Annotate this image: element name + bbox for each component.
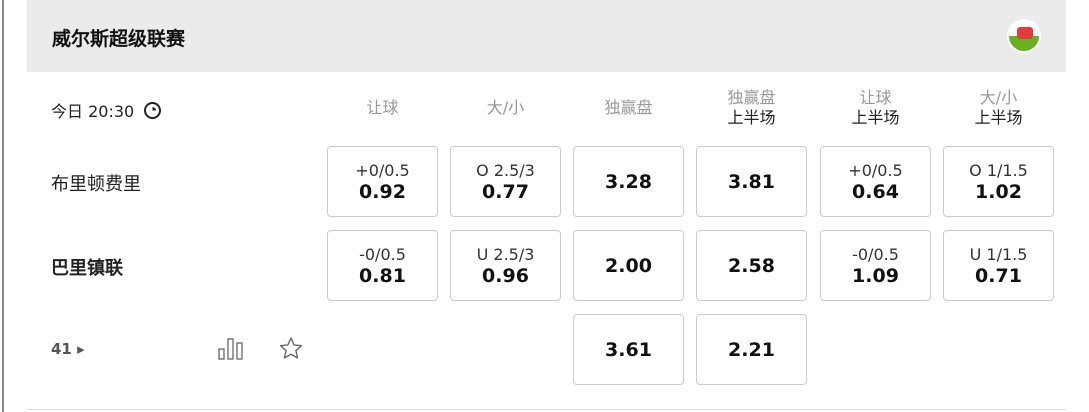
favorite-star-icon[interactable] — [278, 336, 304, 361]
team-name: 布里顿费里 — [51, 174, 141, 195]
odds-value: 3.81 — [728, 170, 775, 193]
odds-value: 1.02 — [975, 180, 1022, 203]
odds-button[interactable]: +0/0.5 0.92 — [327, 146, 438, 217]
odds-button[interactable]: +0/0.5 0.64 — [820, 146, 931, 217]
left-border — [2, 0, 4, 412]
odds-value: 0.96 — [482, 264, 529, 287]
odds-value: 2.00 — [605, 254, 652, 277]
odds-button[interactable]: O 1/1.5 1.02 — [943, 146, 1054, 217]
match-time: 今日 20:30 — [51, 98, 162, 122]
column-header-label: 独赢盘 — [604, 98, 653, 117]
league-title: 威尔斯超级联赛 — [52, 28, 186, 50]
team-name: 巴里镇联 — [51, 258, 123, 279]
odds-value: 0.71 — [975, 264, 1022, 287]
odds-button[interactable]: 3.81 — [696, 146, 807, 217]
odds-line: +0/0.5 — [355, 160, 410, 180]
odds-value: 3.61 — [605, 338, 652, 361]
divider — [27, 409, 1066, 410]
odds-value: 0.77 — [482, 180, 529, 203]
column-header: 大/小 上半场 — [943, 86, 1054, 130]
live-clock-icon — [144, 101, 162, 119]
odds-button[interactable]: 3.28 — [573, 146, 684, 217]
odds-value: 0.81 — [359, 264, 406, 287]
odds-button[interactable]: 2.00 — [573, 230, 684, 301]
column-header-label: 大/小 — [979, 88, 1018, 107]
league-header[interactable]: 威尔斯超级联赛 — [27, 0, 1066, 72]
odds-line: O 2.5/3 — [476, 160, 535, 180]
column-header-sub: 上半场 — [727, 108, 776, 127]
column-header-label: 让球 — [859, 88, 892, 107]
odds-line: -0/0.5 — [852, 244, 899, 264]
odds-line: -0/0.5 — [359, 244, 406, 264]
odds-value: 3.28 — [605, 170, 652, 193]
odds-value: 0.92 — [359, 180, 406, 203]
odds-button[interactable]: O 2.5/3 0.77 — [450, 146, 561, 217]
column-header-label: 独赢盘 — [727, 88, 776, 107]
odds-button[interactable]: -0/0.5 0.81 — [327, 230, 438, 301]
more-markets-link[interactable]: 41 ▸ — [51, 340, 85, 358]
odds-value: 2.21 — [728, 338, 775, 361]
column-header-sub: 上半场 — [974, 108, 1023, 127]
odds-button[interactable]: -0/0.5 1.09 — [820, 230, 931, 301]
odds-button[interactable]: U 2.5/3 0.96 — [450, 230, 561, 301]
odds-line: O 1/1.5 — [969, 160, 1028, 180]
stats-icon[interactable] — [218, 337, 244, 361]
draw-odds-button[interactable]: 3.61 — [573, 314, 684, 385]
odds-line: +0/0.5 — [848, 160, 903, 180]
column-header-sub: 上半场 — [851, 108, 900, 127]
column-header: 独赢盘 上半场 — [696, 86, 807, 130]
odds-line: U 2.5/3 — [476, 244, 535, 264]
caret-right-icon: ▸ — [77, 340, 85, 358]
column-header: 大/小 — [450, 86, 561, 130]
column-header: 让球 上半场 — [820, 86, 931, 130]
wales-flag-icon — [1007, 19, 1041, 53]
odds-value: 2.58 — [728, 254, 775, 277]
odds-line: U 1/1.5 — [969, 244, 1028, 264]
draw-odds-button[interactable]: 2.21 — [696, 314, 807, 385]
match-time-text: 今日 20:30 — [51, 102, 135, 121]
column-header: 让球 — [327, 86, 438, 130]
odds-button[interactable]: 2.58 — [696, 230, 807, 301]
more-count: 41 — [51, 340, 72, 358]
column-header-label: 大/小 — [486, 98, 525, 117]
odds-value: 1.09 — [852, 264, 899, 287]
odds-button[interactable]: U 1/1.5 0.71 — [943, 230, 1054, 301]
column-header-label: 让球 — [366, 98, 399, 117]
column-header: 独赢盘 — [573, 86, 684, 130]
odds-value: 0.64 — [852, 180, 899, 203]
